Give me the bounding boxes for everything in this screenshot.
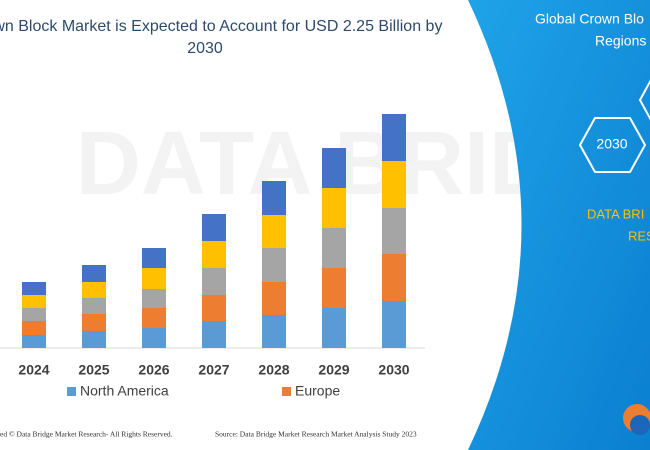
bar-segment [262,215,286,248]
bar-segment [382,114,406,161]
bar-segment [22,308,46,321]
bar-segment [202,321,226,348]
bar-segment [202,268,226,295]
x-tick-label: 2027 [198,362,229,378]
panel-heading: Global Crown Blo [535,11,644,27]
bar-segment [322,308,346,348]
bar-segment [142,268,166,289]
bar-segment [82,282,106,298]
bar-segment [262,282,286,315]
bar-segment [22,335,46,348]
legend-label: North America [80,383,169,399]
legend-swatch [67,387,76,396]
bar-segment [382,301,406,348]
hexagon [578,117,647,173]
bar-segment [82,265,106,282]
side-panel [468,0,650,450]
bar-segment [322,228,346,268]
bar-segment [382,254,406,301]
panel-heading: Regions [595,33,646,49]
bar-segment [382,161,406,208]
brand: RES [628,228,650,243]
brand: DATA BRI [587,206,644,221]
x-tick-label: 2030 [378,362,409,378]
bar-segment [202,214,226,241]
chart-title: Crown Block Market is Expected to Accoun… [0,18,443,57]
bar-segment [262,315,286,348]
bar-segment [322,268,346,308]
bar-segment [22,295,46,308]
bar-segment [142,308,166,328]
x-tick-label: 2029 [318,362,349,378]
source: Source: Data Bridge Market Research Mark… [215,430,417,439]
bar-segment [22,321,46,335]
x-tick-label: 2024 [18,362,49,378]
copyright: ed © Data Bridge Market Research- All Ri… [0,430,173,439]
bar-segment [142,289,166,308]
x-tick-label: 2028 [258,362,289,378]
bar-segment [82,298,106,314]
bar-segment [142,248,166,268]
bar-segment [262,248,286,282]
bar-segment [262,181,286,215]
bar-segment [382,208,406,254]
x-tick-label: 2025 [78,362,109,378]
legend-swatch [282,387,291,396]
bar-segment [142,328,166,348]
bar-segment [202,295,226,321]
bar-segment [82,331,106,348]
x-tick-label: 2026 [138,362,169,378]
hexagon-label: 2030 [596,136,627,152]
legend-label: Europe [295,383,340,399]
bar-segment [22,282,46,295]
logo [630,415,650,435]
bar-segment [322,148,346,188]
bar-segment [82,314,106,331]
bar-segment [322,188,346,228]
bar-segment [202,241,226,268]
